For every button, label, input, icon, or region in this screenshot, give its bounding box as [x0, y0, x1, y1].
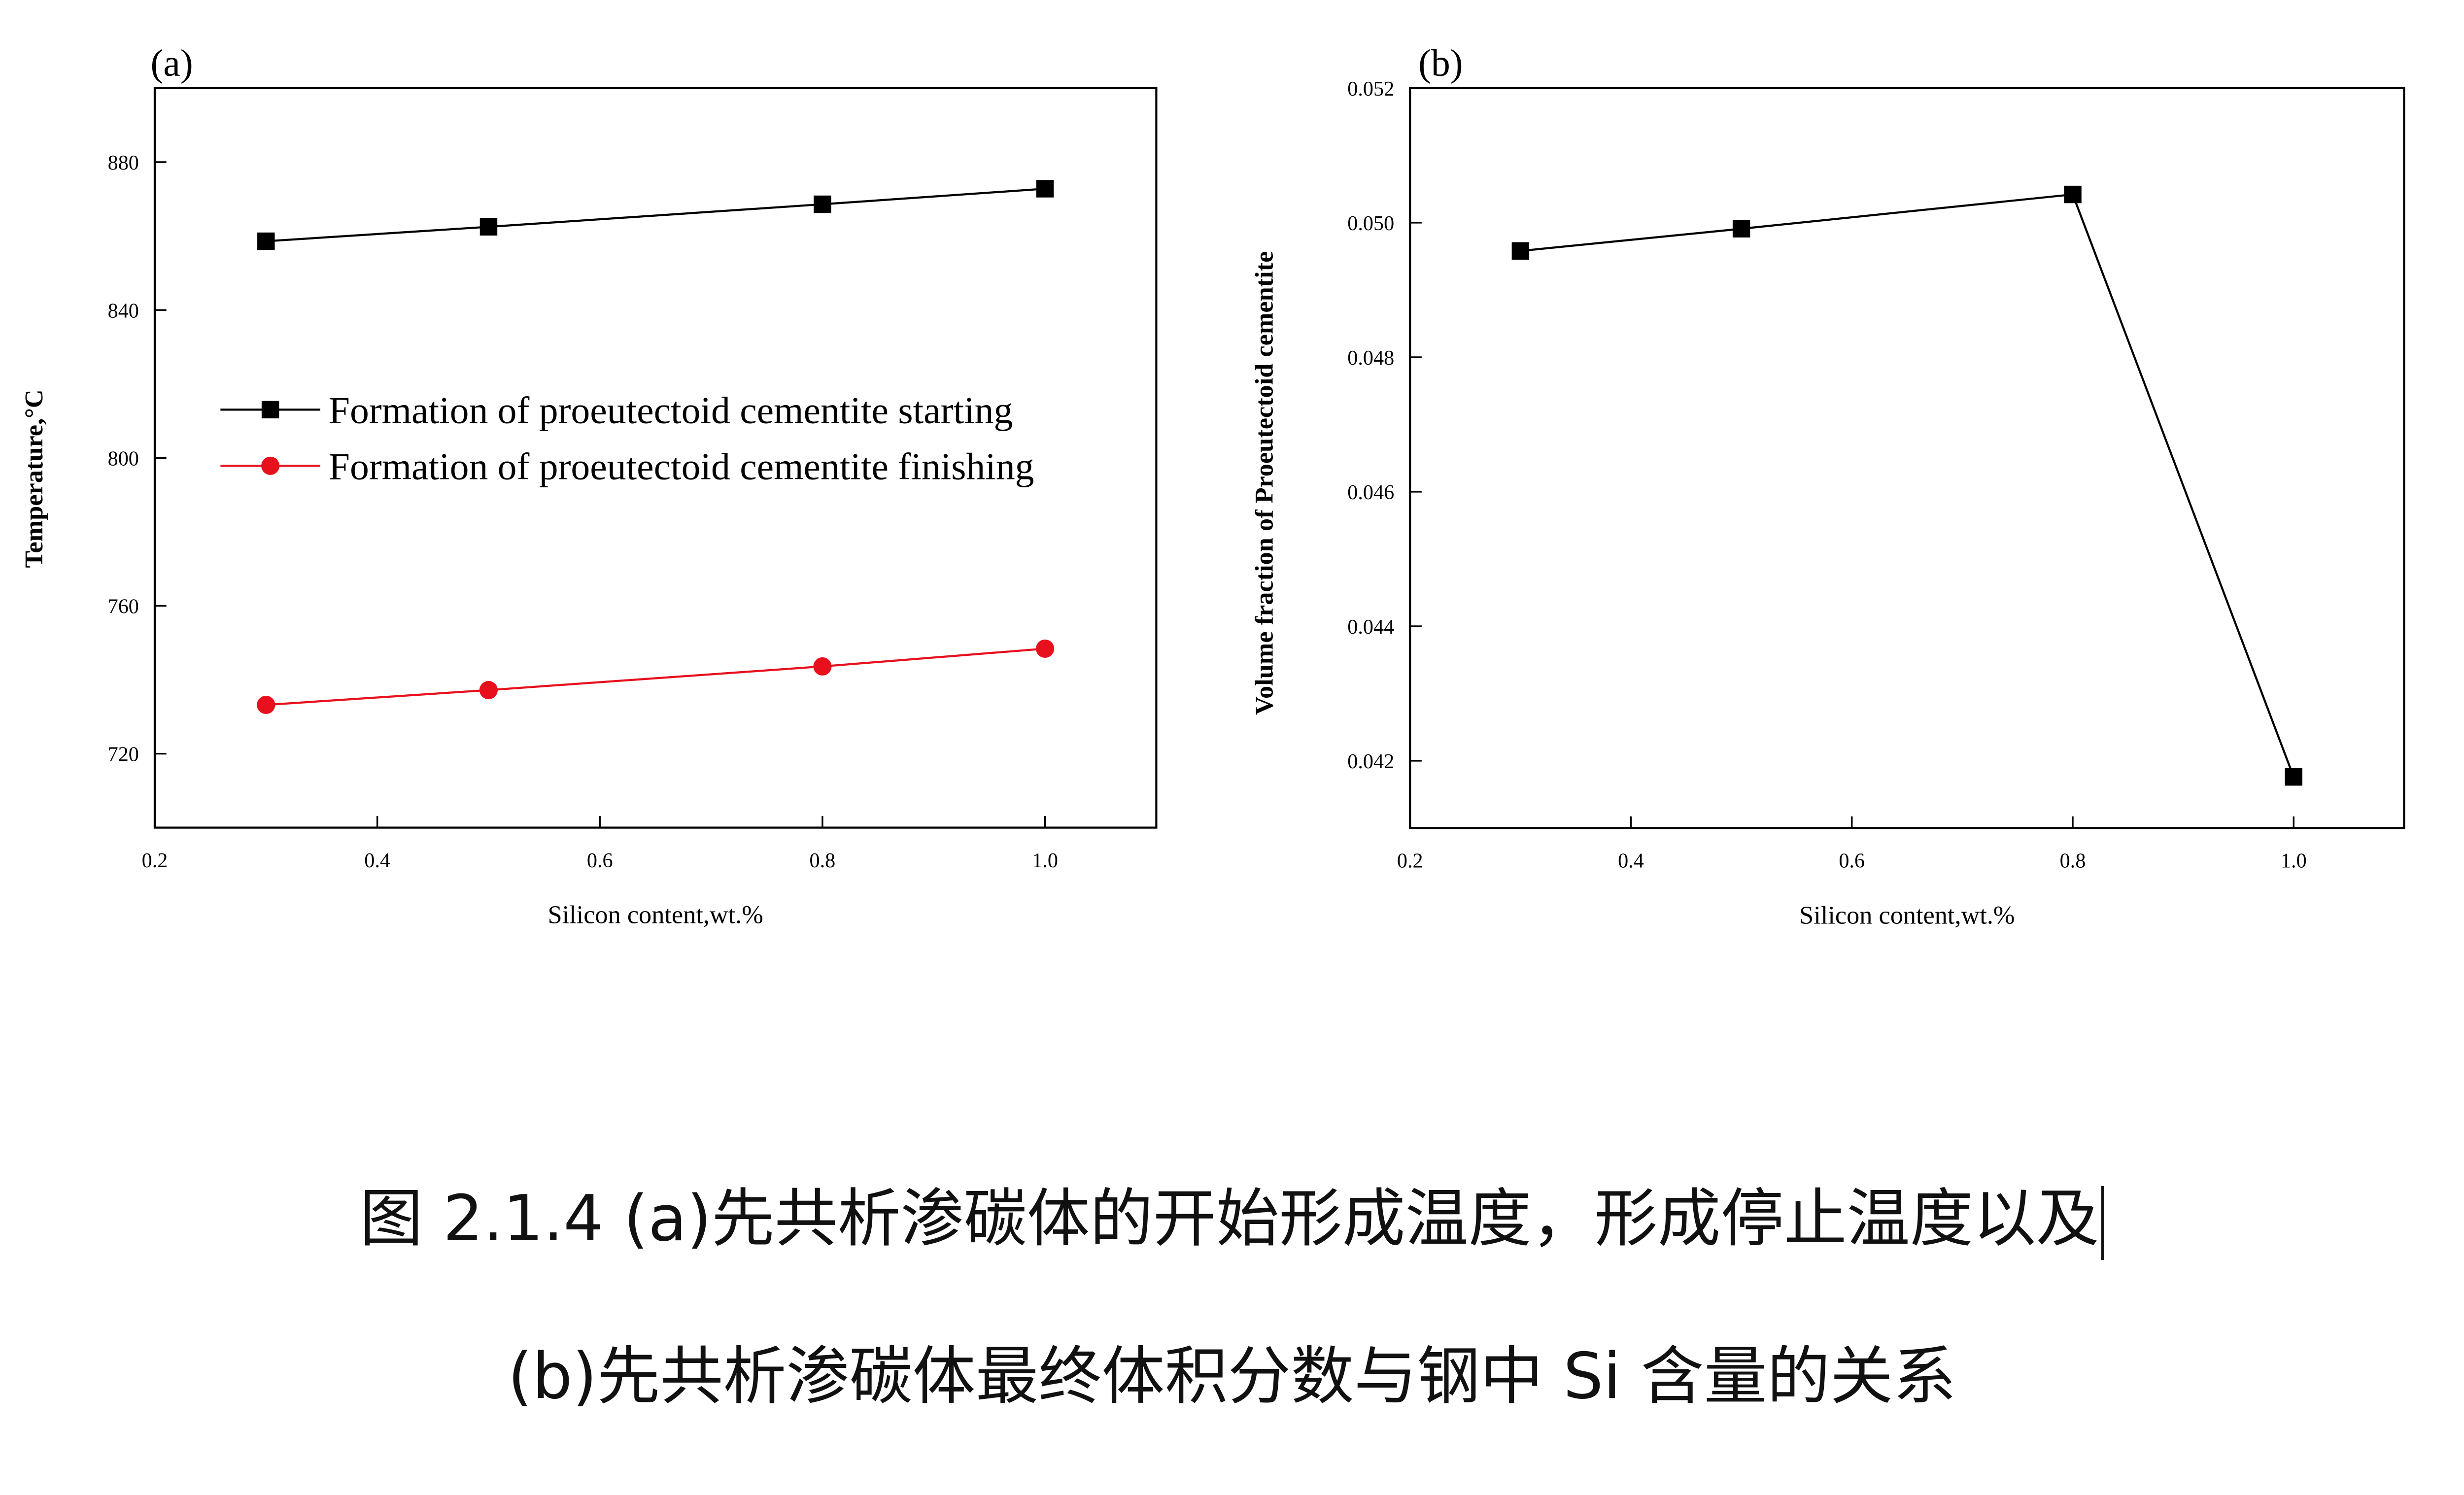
panel-label: (b) — [1418, 42, 1463, 84]
chart-panel-a: (a) 0.2 0.4 0.6 0.8 1.0 720 760 800 840 880 Silicon… — [20, 42, 1158, 929]
y-tick-label: 720 — [108, 743, 139, 766]
data-point — [2064, 185, 2082, 204]
y-tick-label: 800 — [108, 447, 139, 470]
y-axis-label: Temperature,°C — [20, 389, 48, 568]
legend-label: Formation of proeutectoid cementite fini… — [329, 445, 1034, 487]
data-point — [814, 195, 831, 213]
y-tick-label: 0.050 — [1347, 212, 1394, 235]
plot-frame — [1409, 87, 2405, 829]
x-tick-label: 1.0 — [2281, 849, 2307, 873]
y-tick-label: 0.044 — [1347, 615, 1394, 639]
series-line — [1520, 193, 2295, 778]
x-tick-label: 0.8 — [810, 849, 836, 872]
y-tick-label: 760 — [108, 595, 139, 618]
data-point — [257, 232, 275, 250]
x-tick-label: 1.0 — [1032, 849, 1058, 872]
x-axis-label: Silicon content,wt.% — [1799, 901, 2015, 930]
series-line — [266, 647, 1045, 706]
x-tick-label: 0.4 — [364, 849, 390, 872]
data-point — [1036, 180, 1054, 198]
y-axis-label: Volume fraction of Proeutectoid cementit… — [1250, 251, 1279, 715]
data-point — [479, 680, 498, 700]
data-point — [479, 218, 498, 236]
y-tick-label: 840 — [108, 299, 139, 322]
legend: Formation of proeutectoid cementite star… — [220, 389, 1034, 487]
y-tick-label: 0.048 — [1347, 346, 1394, 370]
x-tick-label: 0.6 — [587, 849, 613, 872]
x-tick-label: 0.2 — [142, 849, 168, 872]
data-point — [2285, 768, 2303, 786]
y-tick-label: 0.046 — [1347, 481, 1394, 504]
data-point — [1035, 639, 1055, 658]
legend-marker — [261, 401, 279, 419]
x-tick-label: 0.2 — [1397, 849, 1423, 873]
x-tick-label: 0.4 — [1618, 849, 1644, 873]
legend-marker — [261, 456, 280, 475]
x-tick-label: 0.6 — [1839, 849, 1865, 873]
data-point — [1511, 242, 1530, 260]
caption-text-1: 图 2.1.4 (a)先共析渗碳体的开始形成温度，形成停止温度以及 — [360, 1182, 2099, 1256]
data-point — [257, 695, 275, 714]
caption-line-2: (b)先共析渗碳体最终体积分数与钢中 Si 含量的关系 — [508, 1340, 1956, 1413]
text-cursor — [2101, 1186, 2104, 1260]
x-tick-label: 0.8 — [2060, 849, 2086, 873]
x-axis-label: Silicon content,wt.% — [548, 901, 763, 929]
panel-label: (a) — [151, 42, 193, 84]
y-tick-label: 0.052 — [1347, 77, 1394, 101]
chart-panel-b: (b) 0.2 0.4 0.6 0.8 1.0 0.042 0.044 0.046 0.048 0.… — [1250, 42, 2405, 930]
y-tick-label: 880 — [108, 151, 139, 174]
series-line — [266, 187, 1045, 242]
caption-line-1: 图 2.1.4 (a)先共析渗碳体的开始形成温度，形成停止温度以及 — [0, 1183, 2464, 1260]
figure: (a) 0.2 0.4 0.6 0.8 1.0 720 760 800 840 880 Silicon… — [20, 42, 2405, 930]
legend-label: Formation of proeutectoid cementite star… — [329, 389, 1013, 431]
y-tick-label: 0.042 — [1347, 750, 1394, 773]
data-point — [813, 657, 832, 676]
data-point — [1732, 220, 1750, 238]
